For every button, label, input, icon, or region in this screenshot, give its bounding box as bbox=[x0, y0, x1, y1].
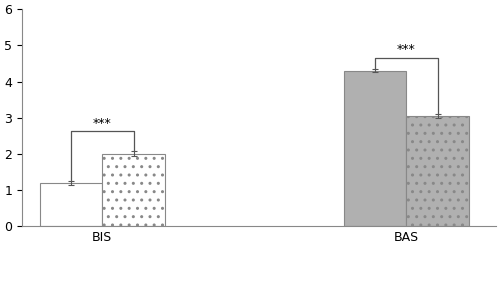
Bar bbox=[406, 116, 469, 226]
Text: ***: *** bbox=[93, 117, 112, 130]
Bar bbox=[102, 154, 165, 226]
Text: ***: *** bbox=[397, 43, 416, 56]
Legend: before threat, after threat: before threat, after threat bbox=[161, 289, 356, 290]
Bar bbox=[344, 71, 406, 226]
Bar bbox=[40, 183, 102, 226]
